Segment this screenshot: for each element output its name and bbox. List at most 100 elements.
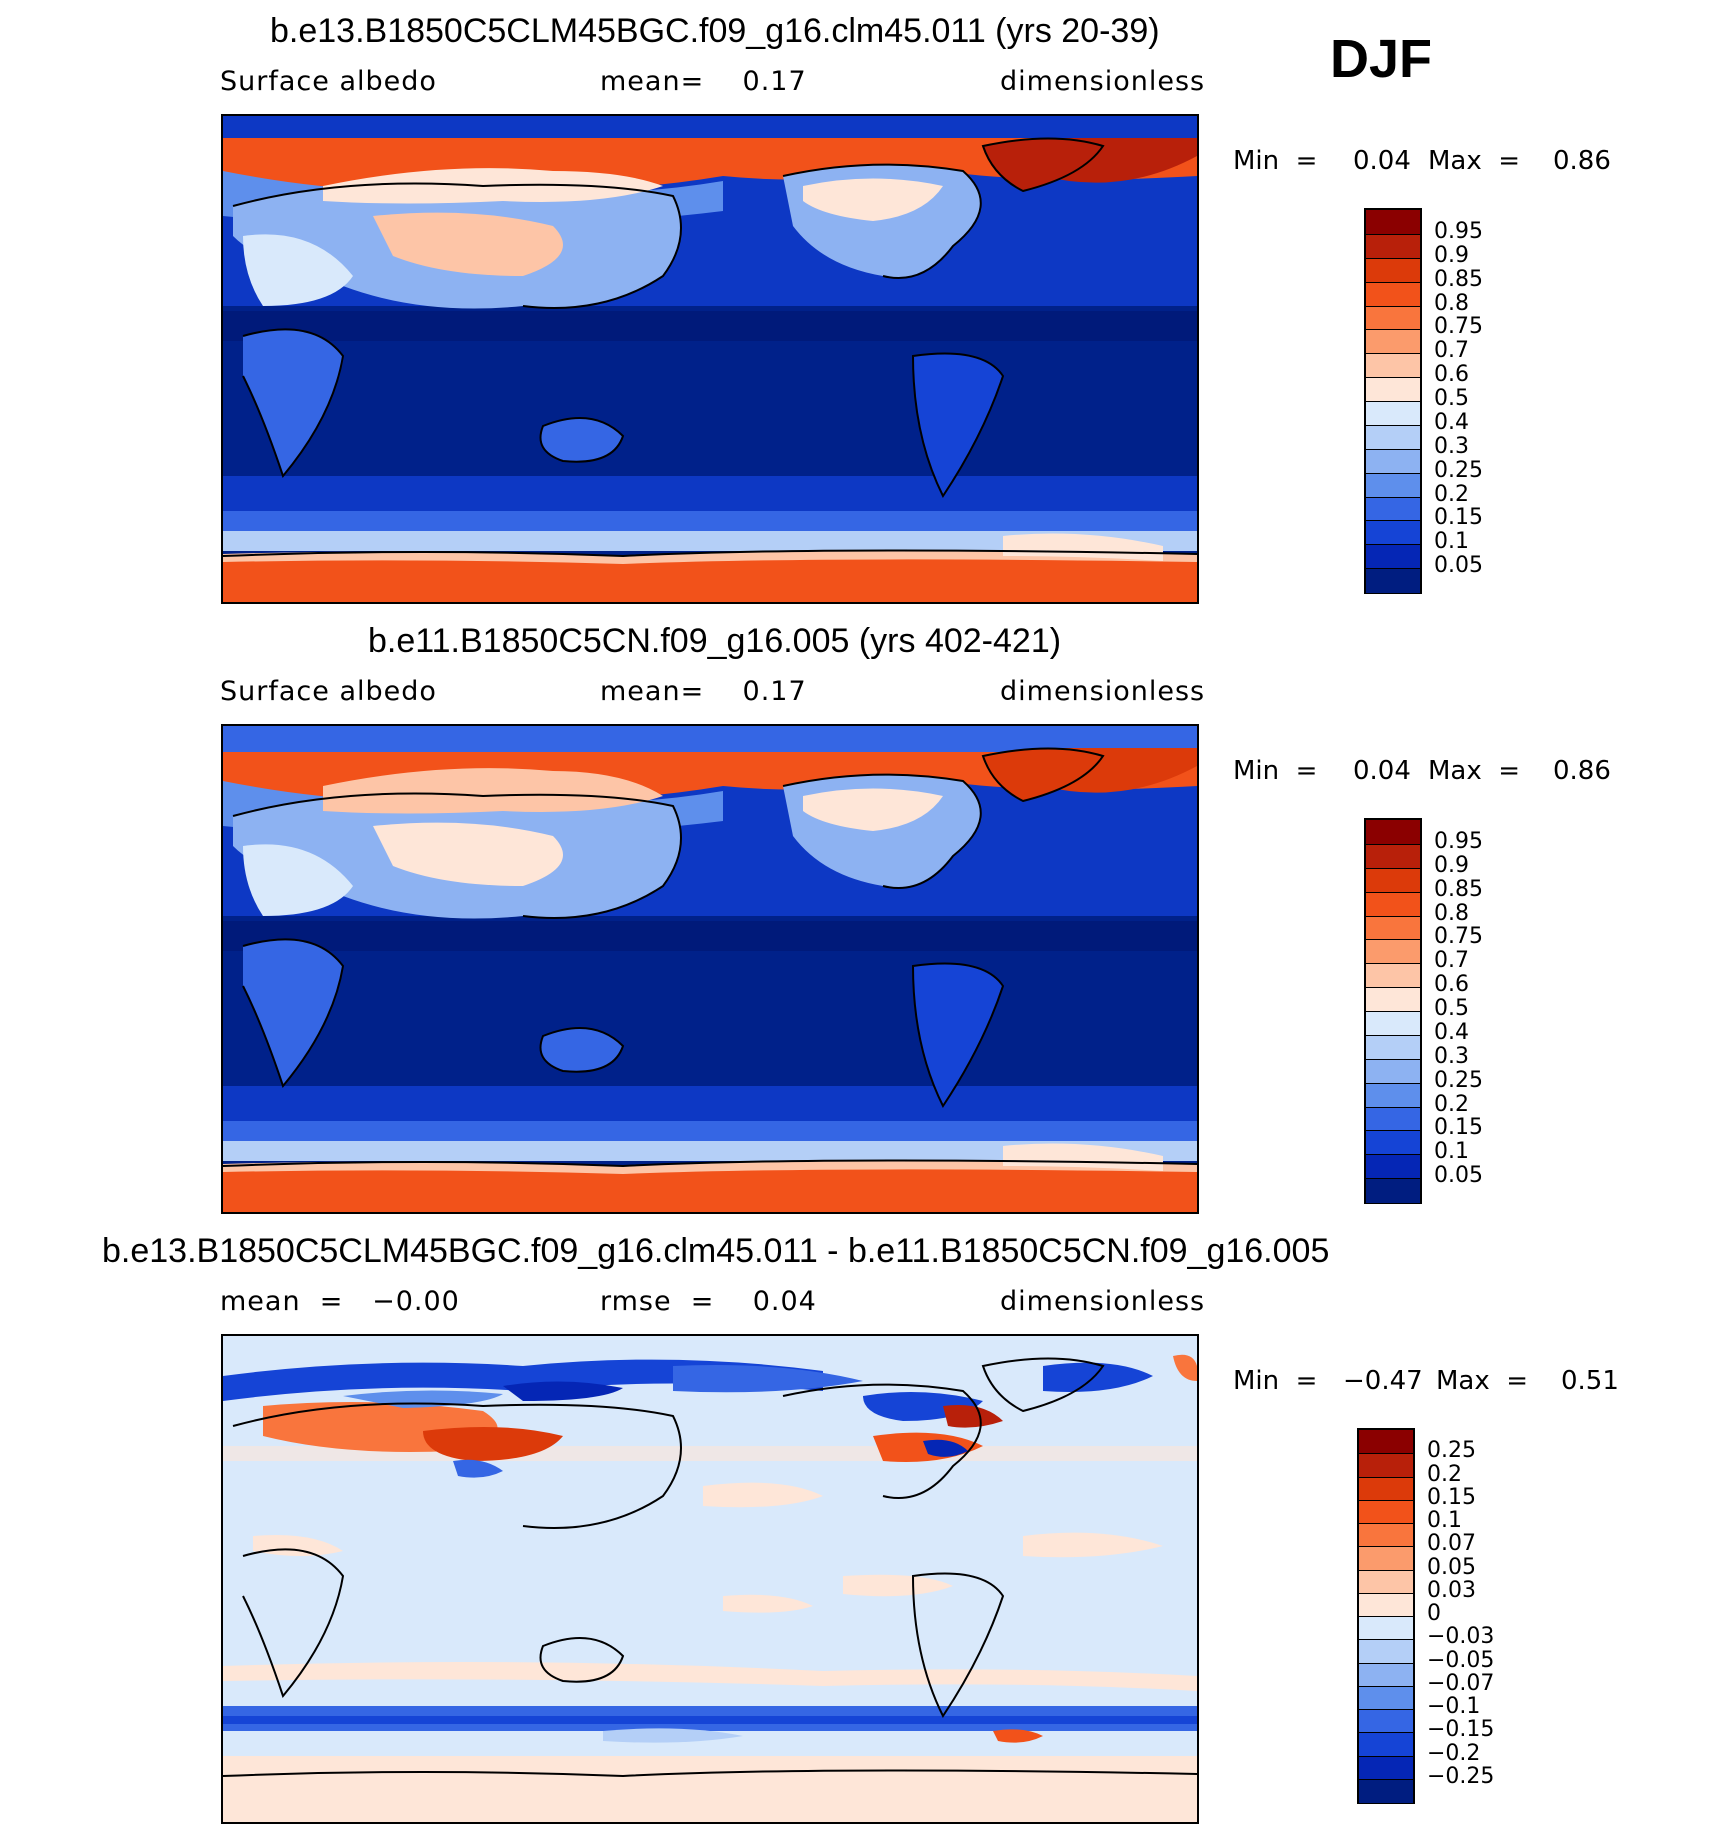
panel-1-map-svg [223, 116, 1197, 602]
colorbar-tick-label: 0.05 [1427, 1554, 1476, 1580]
colorbar-swatch [1359, 1453, 1413, 1478]
panel-2-mean-label: mean= 0.17 [600, 676, 807, 707]
panel-2-max-label: Max = [1428, 756, 1521, 786]
colorbar-swatch [1366, 210, 1420, 234]
colorbar-tick-label: −0.1 [1427, 1694, 1481, 1719]
colorbar-tick-label: 0.15 [1434, 505, 1483, 531]
colorbar-swatch [1359, 1499, 1413, 1524]
colorbar-swatch [1359, 1430, 1413, 1454]
colorbar-swatch [1366, 424, 1420, 450]
colorbar-tick-label: 0.5 [1434, 386, 1469, 411]
panel-3-min-label: Min = [1233, 1366, 1318, 1396]
colorbar-swatch [1366, 544, 1420, 570]
colorbar-tick-label: 0.3 [1434, 1043, 1469, 1069]
colorbar-swatch [1366, 401, 1420, 426]
colorbar-tick-label: 0.8 [1434, 900, 1469, 926]
panel-2-field-label: Surface albedo [220, 676, 437, 707]
colorbar-swatch [1359, 1732, 1413, 1757]
panel-1-max-label: Max = [1428, 146, 1521, 176]
panel-3-title: b.e13.B1850C5CLM45BGC.f09_g16.clm45.011 … [102, 1232, 1330, 1270]
colorbar-tick-label: 0 [1427, 1601, 1441, 1626]
panel-3-rmse-label: rmse = 0.04 [600, 1286, 817, 1317]
colorbar-tick-label: 0.25 [1434, 457, 1483, 483]
panel-1-units-label: dimensionless [1000, 66, 1206, 97]
colorbar-swatch [1359, 1616, 1413, 1641]
colorbar-swatch [1359, 1523, 1413, 1548]
colorbar-swatch [1366, 939, 1420, 965]
colorbar-tick-label: 0.15 [1434, 1115, 1483, 1141]
panel-3-max-label: Max = [1436, 1366, 1529, 1396]
colorbar-swatch [1359, 1755, 1413, 1780]
colorbar-swatch [1359, 1662, 1413, 1687]
colorbar-swatch [1359, 1778, 1413, 1803]
panel-1-max-value: 0.86 [1553, 146, 1611, 176]
colorbar-swatch [1366, 257, 1420, 283]
colorbar-swatch [1366, 496, 1420, 522]
panel-2-units-label: dimensionless [1000, 676, 1206, 707]
panel-3-mean-label: mean = −0.00 [220, 1286, 460, 1317]
colorbar-swatch [1366, 1011, 1420, 1036]
colorbar-swatch [1366, 1130, 1420, 1156]
colorbar-swatch [1366, 867, 1420, 893]
colorbar-swatch [1366, 1058, 1420, 1084]
colorbar-tick-label: 0.2 [1434, 481, 1469, 507]
colorbar-swatch [1366, 1154, 1420, 1180]
colorbar-tick-label: 0.2 [1427, 1461, 1462, 1487]
colorbar-tick-label: 0.8 [1434, 290, 1469, 316]
panel-2-min-value: 0.04 [1353, 756, 1411, 786]
colorbar-swatch [1359, 1569, 1413, 1594]
panel-1-min-value: 0.04 [1353, 146, 1411, 176]
panel-3-map-svg [223, 1336, 1197, 1822]
colorbar-tick-label: 0.07 [1427, 1531, 1476, 1557]
panel-2-colorbar [1364, 818, 1422, 1204]
colorbar-tick-label: −0.07 [1427, 1670, 1495, 1696]
colorbar-tick-label: 0.1 [1434, 1139, 1469, 1165]
colorbar-swatch [1359, 1546, 1413, 1571]
colorbar-tick-label: −0.03 [1427, 1624, 1495, 1650]
colorbar-swatch [1366, 1178, 1420, 1203]
panel-2-map [221, 724, 1199, 1214]
panel-2-min-label: Min = [1233, 756, 1318, 786]
colorbar-tick-label: 0.85 [1434, 266, 1483, 292]
panel-3-units-label: dimensionless [1000, 1286, 1206, 1317]
colorbar-tick-label: 0.85 [1434, 876, 1483, 902]
colorbar-tick-label: 0.7 [1434, 948, 1469, 974]
panel-1-map [221, 114, 1199, 604]
colorbar-swatch [1366, 1106, 1420, 1132]
colorbar-swatch [1359, 1685, 1413, 1710]
colorbar-tick-label: 0.25 [1427, 1438, 1476, 1464]
colorbar-swatch [1366, 891, 1420, 917]
colorbar-tick-label: 0.2 [1434, 1091, 1469, 1117]
colorbar-tick-label: −0.05 [1427, 1647, 1495, 1673]
colorbar-swatch [1366, 915, 1420, 941]
colorbar-swatch [1366, 1034, 1420, 1060]
colorbar-tick-label: 0.05 [1434, 1163, 1483, 1189]
colorbar-tick-label: 0.1 [1427, 1508, 1462, 1533]
panel-1-mean-label: mean= 0.17 [600, 66, 807, 97]
colorbar-tick-label: 0.7 [1434, 338, 1469, 364]
colorbar-tick-label: 0.75 [1434, 924, 1483, 950]
panel-1-min-label: Min = [1233, 146, 1318, 176]
colorbar-swatch [1366, 329, 1420, 355]
panel-2-title: b.e11.B1850C5CN.f09_g16.005 (yrs 402-421… [368, 622, 1062, 660]
colorbar-tick-label: −0.2 [1427, 1740, 1481, 1766]
colorbar-tick-label: 0.9 [1434, 852, 1469, 878]
colorbar-swatch [1366, 281, 1420, 307]
colorbar-swatch [1366, 472, 1420, 498]
colorbar-swatch [1366, 520, 1420, 546]
colorbar-tick-label: 0.05 [1434, 553, 1483, 579]
colorbar-swatch [1366, 448, 1420, 474]
colorbar-swatch [1366, 233, 1420, 259]
panel-2-max-value: 0.86 [1553, 756, 1611, 786]
colorbar-swatch [1366, 305, 1420, 331]
colorbar-tick-label: 0.15 [1427, 1484, 1476, 1510]
season-label: DJF [1330, 29, 1433, 89]
panel-1-colorbar [1364, 208, 1422, 594]
colorbar-swatch [1366, 353, 1420, 379]
colorbar-tick-label: −0.25 [1427, 1763, 1495, 1789]
colorbar-swatch [1366, 963, 1420, 989]
colorbar-tick-label: 0.9 [1434, 242, 1469, 268]
panel-3-map [221, 1334, 1199, 1824]
colorbar-swatch [1366, 820, 1420, 844]
colorbar-swatch [1359, 1476, 1413, 1501]
